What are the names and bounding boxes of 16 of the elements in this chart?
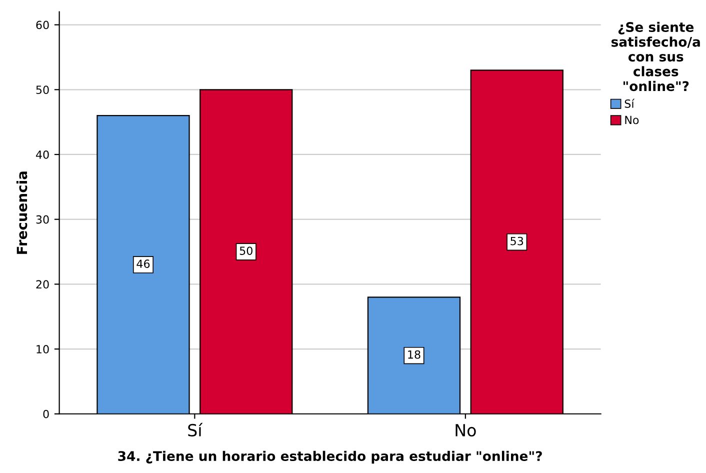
- y-tick-label: 40: [36, 150, 49, 159]
- data-label: 50: [240, 246, 252, 255]
- y-axis-title: Frecuencia: [16, 172, 28, 254]
- y-tick-label: 20: [36, 280, 49, 289]
- y-tick-label: 60: [36, 20, 49, 30]
- data-label: 18: [408, 350, 420, 359]
- legend-label: No: [625, 116, 639, 124]
- y-tick-label: 10: [36, 345, 49, 354]
- y-tick-label: 0: [43, 410, 49, 418]
- legend-title: ¿Se siente satisfecho/a con sus clases "online"?: [611, 22, 700, 92]
- y-tick-label: 30: [36, 215, 49, 224]
- data-label: 46: [136, 260, 150, 268]
- legend-label: Sí: [624, 98, 635, 108]
- y-tick-label: 50: [36, 86, 49, 94]
- x-axis-title: 34. ¿Tiene un horario establecido para estudiar "online"?: [118, 450, 542, 464]
- data-label: 53: [510, 236, 524, 246]
